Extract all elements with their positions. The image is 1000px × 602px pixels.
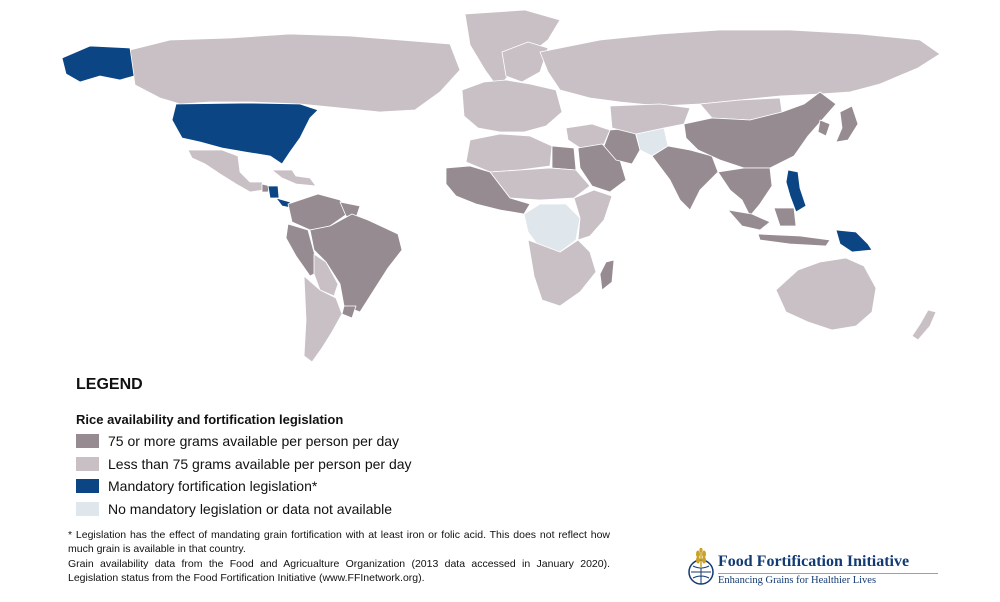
southeast-asia-region [717,167,773,217]
ffi-logo: Food Fortification Initiative Enhancing … [686,548,956,588]
scandinavia-region [501,41,549,83]
europe-region [461,79,563,133]
legend-subtitle: Rice availability and fortification legi… [76,412,344,427]
sahel-region [489,167,591,201]
logo-name: Food Fortification Initiative [718,553,910,570]
logo-tagline: Enhancing Grains for Healthier Lives [718,575,877,586]
legend-swatch-low [76,456,99,471]
legend-item-low: Less than 75 grams available per person … [76,453,412,476]
north-africa-region [465,133,553,173]
legend-item-none: No mandatory legislation or data not ava… [76,498,412,521]
alaska-region [61,45,135,83]
legend-label-none: No mandatory legislation or data not ava… [108,500,393,517]
argentina-chile-region [303,275,343,363]
korea-japan-region [817,105,859,143]
uruguay-region [341,305,357,319]
madagascar-region [599,259,615,291]
southern-africa-region [527,239,597,307]
china-region [683,91,837,169]
legend-swatch-high [76,434,99,449]
world-map [61,9,941,363]
legend-label-high: 75 or more grams available per person pe… [108,433,400,450]
central-asia-region [609,103,691,135]
legend-item-fortified: Mandatory fortification legislation* [76,475,412,498]
indonesia-region [727,207,831,247]
legend-swatch-none [76,501,99,516]
legend-list: 75 or more grams available per person pe… [76,430,412,520]
central-africa-region [523,203,581,253]
australia-region [775,257,877,331]
legend-title: LEGEND [76,376,143,393]
philippines-region [785,169,807,213]
bolivia-paraguay-region [313,253,339,297]
legend-label-low: Less than 75 grams available per person … [108,455,412,472]
wheat-globe-icon [688,548,714,585]
footnote-sources: Grain availability data from the Food an… [68,557,610,584]
mexico-region [187,149,265,193]
caribbean-region [271,169,317,187]
nicaragua-region [267,185,280,199]
new-zealand-region [911,309,937,341]
legend-swatch-fortified [76,479,99,494]
colombia-venezuela-region [287,193,351,231]
east-africa-region [573,189,613,241]
papua-new-guinea-region [835,229,873,253]
footnotes: * Legislation has the effect of mandatin… [68,528,610,585]
footnote-legislation: * Legislation has the effect of mandatin… [68,529,610,556]
south-asia-region [651,145,719,211]
middle-east-region [565,123,611,149]
egypt-region [551,145,577,171]
russia-region [539,29,941,107]
canada-region [129,33,461,113]
logo-divider [718,573,938,574]
usa-region [171,102,319,165]
legend-label-fortified: Mandatory fortification legislation* [108,478,318,495]
legend-item-high: 75 or more grams available per person pe… [76,430,412,453]
